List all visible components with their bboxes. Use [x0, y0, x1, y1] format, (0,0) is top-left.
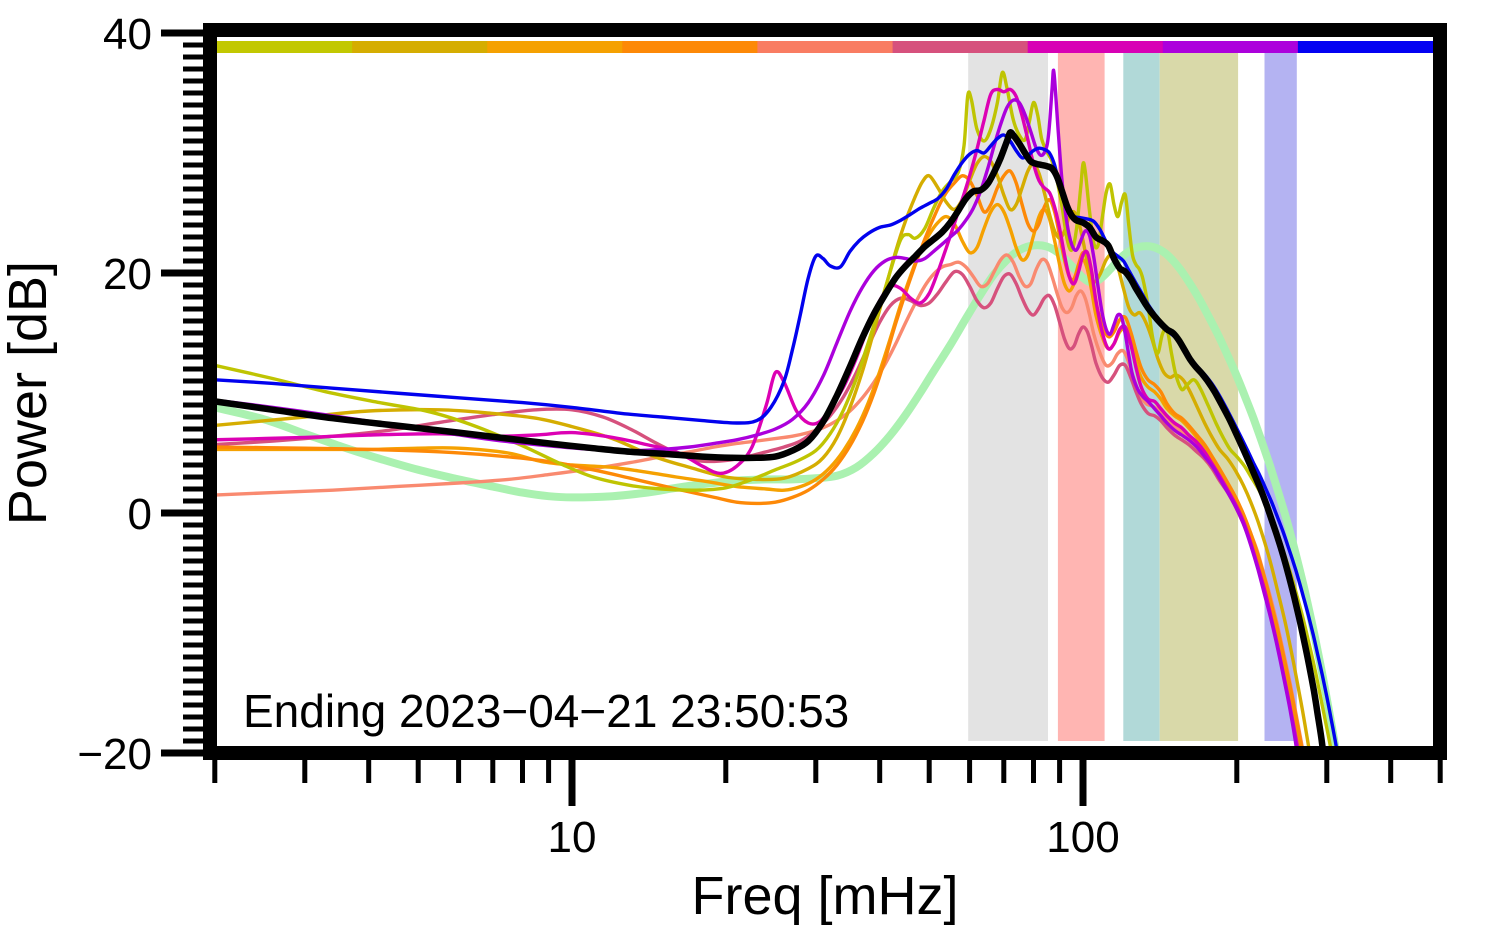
series-layer — [217, 68, 1340, 746]
axis-ticks — [161, 29, 1443, 806]
interval-9 — [1297, 41, 1434, 53]
interval-2 — [352, 41, 488, 53]
plot-frame — [203, 23, 1447, 760]
interval-3 — [487, 41, 623, 53]
band-lavender — [1264, 53, 1297, 741]
series-gold — [217, 154, 1311, 746]
interval-5 — [757, 41, 894, 53]
interval-8 — [1162, 41, 1299, 53]
series-model — [217, 241, 1340, 746]
ending-annotation: Ending 2023−04−21 23:50:53 — [243, 685, 849, 737]
x-tick-label: 10 — [548, 813, 597, 862]
y-tick-label: −20 — [77, 730, 152, 779]
series-olive — [217, 70, 1333, 746]
y-axis-label: Power [dB] — [0, 261, 58, 525]
x-tick-label: 100 — [1046, 813, 1119, 862]
band-olive — [1159, 53, 1239, 741]
band-pink — [1057, 53, 1105, 741]
interval-4 — [622, 41, 758, 53]
axis-tick-labels: 40 20 0 −20 10 100 — [77, 10, 1119, 862]
series-mean — [217, 129, 1326, 746]
y-tick-label: 20 — [103, 250, 152, 299]
band-gray — [968, 53, 1048, 741]
top-interval-bar — [217, 41, 1434, 53]
x-axis-label: Freq [mHz] — [691, 866, 958, 926]
interval-7 — [1027, 41, 1164, 53]
interval-1 — [217, 41, 353, 53]
series-darkorange — [217, 169, 1304, 746]
interval-6 — [892, 41, 1029, 53]
y-tick-label: 40 — [103, 10, 152, 59]
series-purple — [217, 68, 1298, 746]
y-tick-label: 0 — [128, 490, 152, 539]
